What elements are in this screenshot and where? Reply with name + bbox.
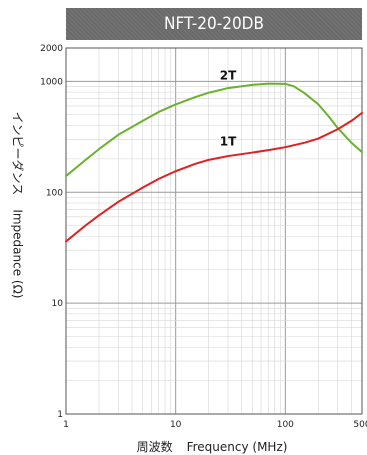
y-tick-label: 10 xyxy=(52,299,64,309)
y-tick-label: 1 xyxy=(57,410,63,420)
series-line-1t xyxy=(65,111,363,243)
y-tick-label: 1000 xyxy=(40,77,63,87)
y-axis-label: インピーダンス Impedance (Ω) xyxy=(10,112,27,299)
x-axis-label-jp: 周波数 xyxy=(136,440,173,454)
plot-frame xyxy=(65,47,363,415)
y-tick-label: 100 xyxy=(46,188,63,198)
x-tick-label: 1 xyxy=(63,420,69,430)
series-label-1t: 1T xyxy=(220,134,237,148)
x-axis-label: 周波数 Frequency (MHz) xyxy=(137,438,288,455)
plot-background xyxy=(66,48,362,414)
x-axis-label-en: Frequency (MHz) xyxy=(186,440,288,454)
chart-title-bar: NFT-20-20DB xyxy=(66,8,362,40)
y-tick-label: 2000 xyxy=(40,44,63,54)
chart-title: NFT-20-20DB xyxy=(164,14,264,34)
y-axis-label-jp: インピーダンス xyxy=(10,111,25,196)
series-line-2t xyxy=(65,82,363,178)
y-axis-label-en: Impedance (Ω) xyxy=(10,209,25,299)
x-tick-label: 10 xyxy=(170,420,182,430)
x-tick-label: 100 xyxy=(277,420,294,430)
x-tick-label: 500 xyxy=(353,420,367,430)
series-label-2t: 2T xyxy=(220,68,237,82)
